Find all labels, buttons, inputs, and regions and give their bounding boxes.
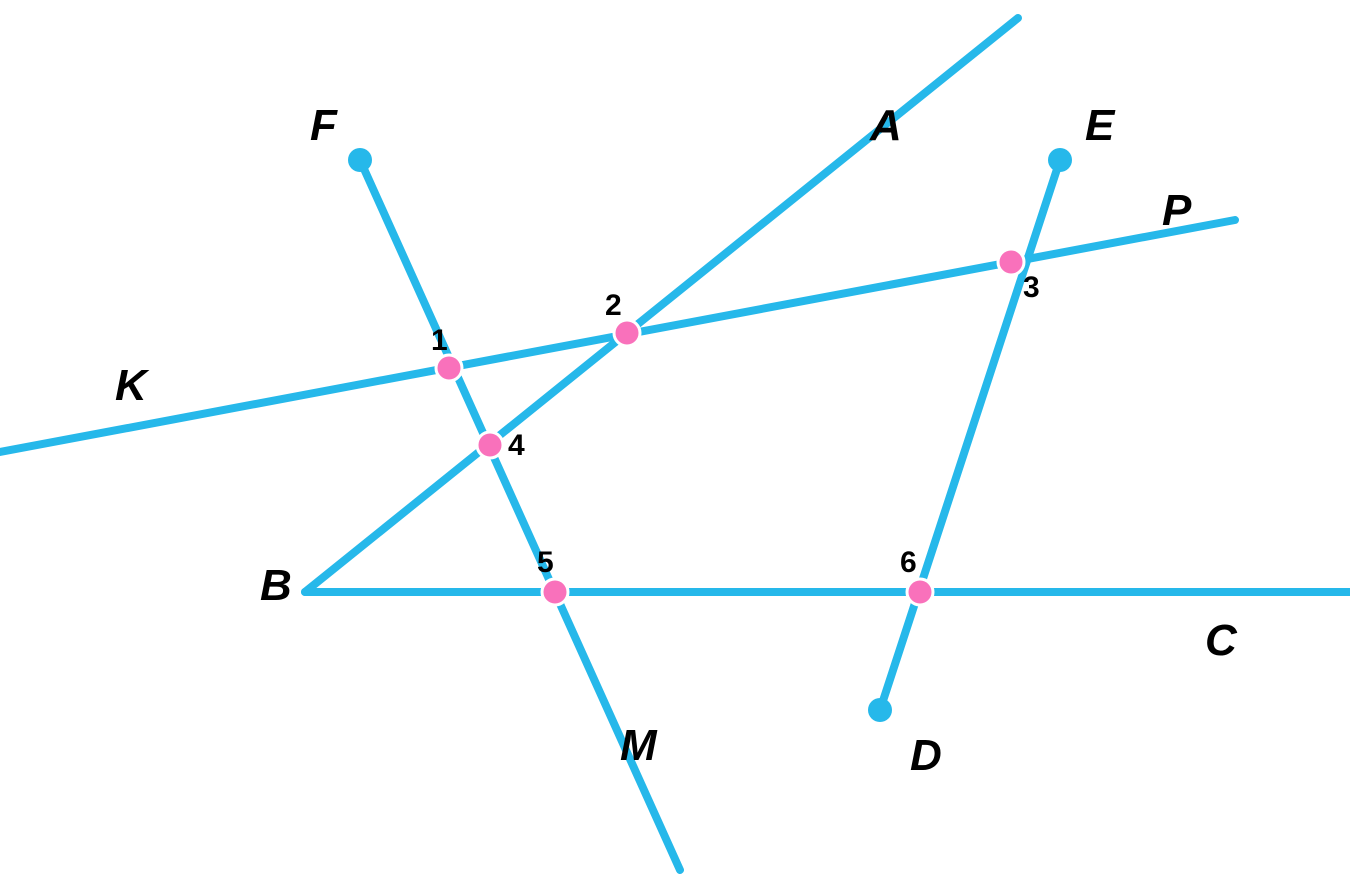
point-E	[1048, 148, 1072, 172]
num-label-5: 5	[537, 546, 554, 579]
point-6	[907, 579, 933, 605]
point-F	[348, 148, 372, 172]
point-1	[436, 355, 462, 381]
point-5	[542, 579, 568, 605]
label-B: B	[260, 561, 292, 610]
num-label-2: 2	[605, 289, 622, 322]
geometry-diagram: 1 2 3 4 5 6 F A EP K B C M D	[0, 0, 1350, 878]
point-D	[868, 698, 892, 722]
line-ED	[880, 160, 1060, 710]
point-4	[477, 432, 503, 458]
num-label-3: 3	[1023, 271, 1040, 304]
label-C: C	[1205, 616, 1238, 665]
num-label-6: 6	[900, 546, 917, 579]
num-label-1: 1	[431, 324, 448, 357]
point-3	[998, 249, 1024, 275]
label-M: M	[620, 721, 658, 770]
label-D: D	[910, 731, 942, 780]
label-F: F	[310, 101, 338, 150]
label-P: P	[1162, 186, 1192, 235]
label-E: E	[1085, 101, 1116, 150]
label-K: K	[115, 361, 150, 410]
line-BA	[305, 18, 1018, 592]
point-2	[614, 320, 640, 346]
label-A: A	[869, 101, 902, 150]
num-label-4: 4	[508, 429, 525, 462]
